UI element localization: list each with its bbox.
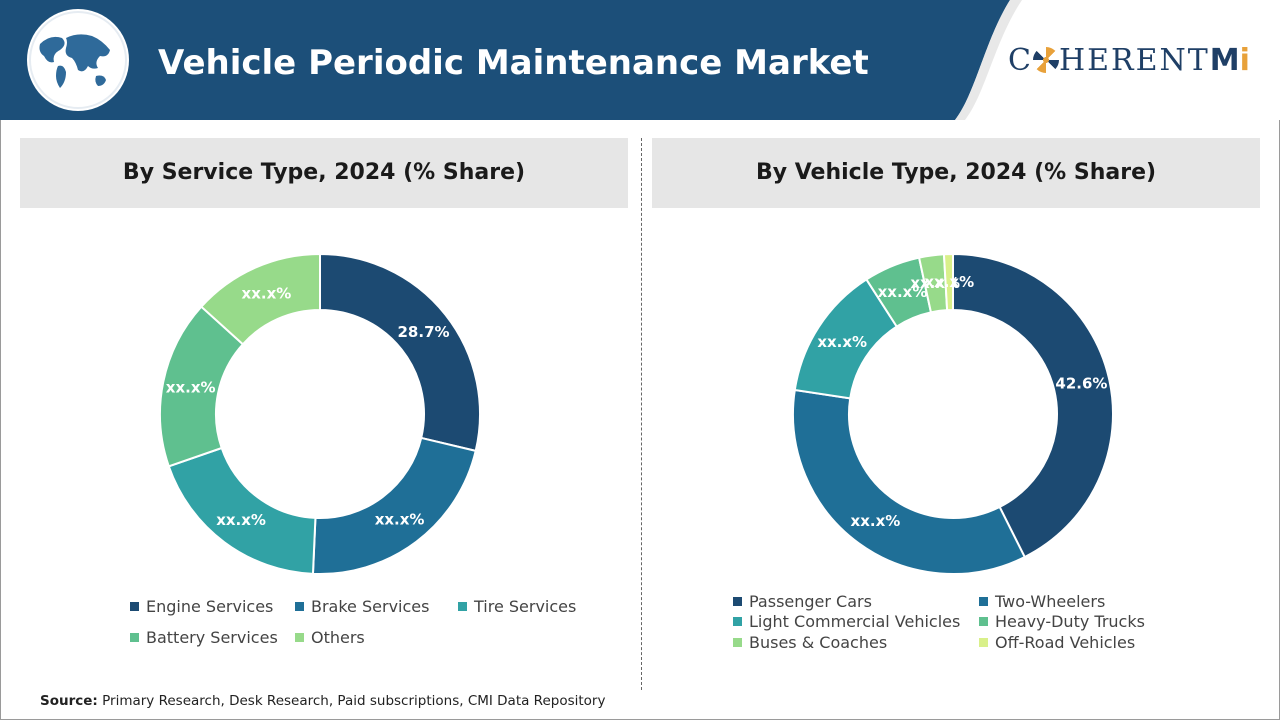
legend-swatch bbox=[130, 602, 139, 611]
vehicle-type-donut-chart: 42.6%xx.x%xx.x%xx.x%xx.x%xx.x% bbox=[792, 252, 1114, 575]
legend-item-tire-services: Tire Services bbox=[458, 597, 576, 617]
slice-label-two-wheelers: xx.x% bbox=[851, 512, 901, 530]
legend-label: Brake Services bbox=[311, 597, 430, 616]
panel-divider bbox=[641, 138, 642, 690]
legend-swatch bbox=[979, 617, 988, 626]
slice-label-tire-services: xx.x% bbox=[216, 511, 266, 529]
slice-passenger-cars bbox=[952, 252, 1114, 559]
slice-others bbox=[199, 252, 321, 346]
legend-label: Two-Wheelers bbox=[995, 592, 1106, 611]
legend-swatch bbox=[733, 638, 742, 647]
globe-icon bbox=[29, 11, 127, 109]
slice-label-battery-services: xx.x% bbox=[166, 379, 216, 397]
legend-label: Passenger Cars bbox=[749, 592, 872, 611]
legend-swatch bbox=[979, 638, 988, 647]
slice-off-road-vehicles bbox=[942, 252, 954, 312]
source-note: Source: Primary Research, Desk Research,… bbox=[40, 693, 605, 709]
slice-brake-services bbox=[311, 436, 477, 575]
legend-item-light-commercial-vehicles: Light Commercial Vehicles bbox=[733, 612, 960, 632]
slice-two-wheelers bbox=[792, 388, 1027, 575]
legend-item-brake-services: Brake Services bbox=[295, 597, 429, 617]
legend-label: Tire Services bbox=[474, 597, 577, 616]
legend-label: Off-Road Vehicles bbox=[995, 633, 1136, 652]
legend-label: Heavy-Duty Trucks bbox=[995, 612, 1145, 631]
slice-label-off-road-vehicles: xx.x% bbox=[924, 273, 974, 291]
legend-label: Light Commercial Vehicles bbox=[749, 612, 961, 631]
legend-item-heavy-duty-trucks: Heavy-Duty Trucks bbox=[979, 612, 1145, 632]
service-type-chart-title: By Service Type, 2024 (% Share) bbox=[20, 138, 628, 208]
source-label: Source: bbox=[40, 693, 98, 709]
slice-label-heavy-duty-trucks: xx.x% bbox=[878, 283, 928, 301]
legend-swatch bbox=[295, 602, 304, 611]
legend-item-passenger-cars: Passenger Cars bbox=[733, 592, 872, 612]
legend-swatch bbox=[733, 617, 742, 626]
legend-label: Others bbox=[311, 628, 365, 647]
slice-label-others: xx.x% bbox=[242, 284, 292, 302]
legend-item-engine-services: Engine Services bbox=[130, 597, 273, 617]
service-type-donut-chart: 28.7% xx.x% xx.x% xx.x% xx.x% bbox=[159, 252, 481, 575]
logo-o-icon bbox=[1032, 47, 1059, 73]
legend-item-battery-services: Battery Services bbox=[130, 628, 278, 648]
legend-swatch bbox=[130, 633, 139, 642]
page-title: Vehicle Periodic Maintenance Market bbox=[158, 43, 869, 83]
slice-label-engine-services: 28.7% bbox=[398, 323, 450, 341]
legend-item-buses-and-coaches: Buses & Coaches bbox=[733, 633, 887, 653]
header-band: Vehicle Periodic Maintenance Market C HER… bbox=[0, 0, 1280, 120]
legend-label: Battery Services bbox=[146, 628, 278, 647]
slice-label-passenger-cars: 42.6% bbox=[1055, 375, 1107, 393]
slice-label-brake-services: xx.x% bbox=[375, 510, 425, 528]
legend-item-off-road-vehicles: Off-Road Vehicles bbox=[979, 633, 1135, 653]
legend-swatch bbox=[979, 597, 988, 606]
legend-swatch bbox=[458, 602, 467, 611]
legend-label: Buses & Coaches bbox=[749, 633, 888, 652]
source-text: Primary Research, Desk Research, Paid su… bbox=[97, 693, 606, 709]
slice-label-light-commercial-vehicles: xx.x% bbox=[817, 333, 867, 351]
header-background bbox=[0, 0, 1280, 120]
slice-engine-services bbox=[319, 252, 481, 453]
legend-swatch bbox=[295, 633, 304, 642]
legend-label: Engine Services bbox=[146, 597, 274, 616]
legend-item-others: Others bbox=[295, 628, 365, 648]
vehicle-type-chart-title: By Vehicle Type, 2024 (% Share) bbox=[652, 138, 1260, 208]
coherent-mi-logo: C HERENTMi bbox=[1008, 43, 1250, 78]
legend-item-two-wheelers: Two-Wheelers bbox=[979, 592, 1105, 612]
legend-swatch bbox=[733, 597, 742, 606]
